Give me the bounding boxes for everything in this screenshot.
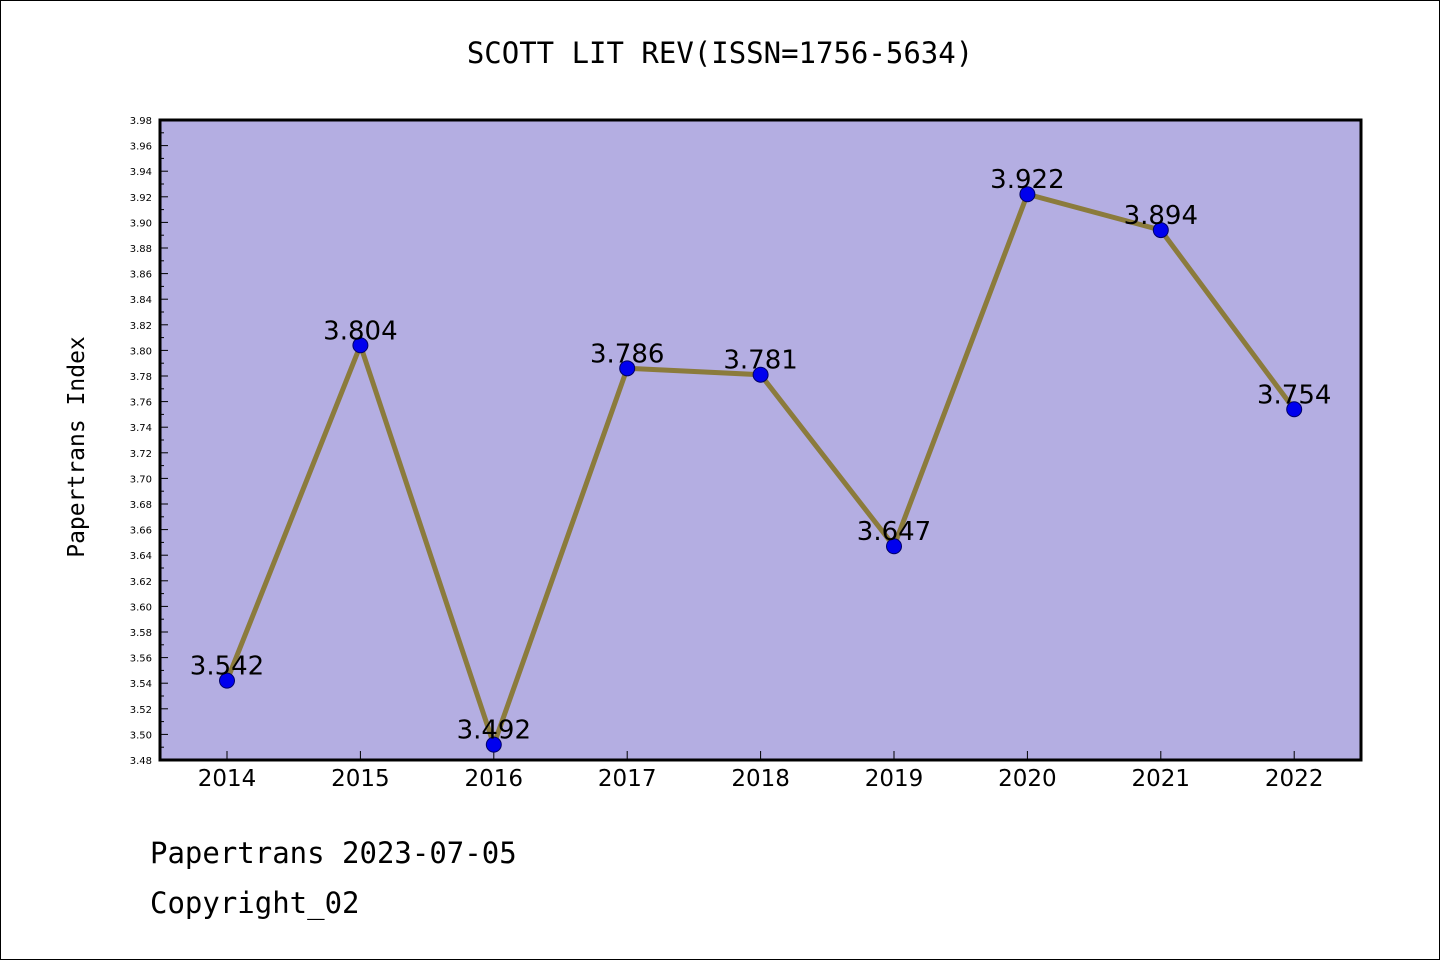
data-point — [752, 366, 769, 383]
y-tick-label: 3.94 — [130, 167, 152, 178]
y-tick-label: 3.48 — [130, 756, 152, 767]
x-tick-label: 2018 — [731, 766, 790, 792]
y-tick-label: 3.54 — [130, 679, 152, 690]
y-tick-label: 3.66 — [130, 526, 152, 537]
data-label: 3.647 — [857, 517, 931, 547]
y-tick-label: 3.68 — [130, 500, 152, 511]
data-point — [352, 337, 369, 354]
data-label: 3.786 — [590, 339, 664, 369]
data-label: 3.754 — [1257, 380, 1331, 410]
y-tick-label: 3.60 — [130, 602, 152, 613]
data-point — [1286, 401, 1303, 418]
x-tick-label: 2019 — [865, 766, 924, 792]
x-tick-label: 2017 — [598, 766, 657, 792]
y-tick-label: 3.62 — [130, 577, 152, 588]
y-axis-label: Papertrans Index — [64, 336, 90, 558]
y-tick-label: 3.88 — [130, 244, 152, 255]
data-label: 3.804 — [323, 316, 397, 346]
data-point — [1019, 186, 1036, 203]
y-tick-label: 3.96 — [130, 142, 152, 153]
y-tick-label: 3.82 — [130, 321, 152, 332]
y-tick-label: 3.74 — [130, 423, 152, 434]
x-tick-label: 2015 — [331, 766, 390, 792]
data-point — [485, 736, 502, 753]
x-tick-label: 2022 — [1265, 766, 1324, 792]
plot-border — [158, 118, 1363, 762]
y-axis: 3.48 3.50 3.52 3.54 3.56 3.58 3.60 3.62 3.64 3.66… — [130, 116, 168, 767]
y-tick-label: 3.64 — [130, 551, 152, 562]
x-tick-label: 2021 — [1132, 766, 1191, 792]
data-label: 3.781 — [723, 346, 797, 376]
y-tick-label: 3.78 — [130, 372, 152, 383]
y-tick-label: 3.80 — [130, 346, 152, 357]
y-tick-label: 3.86 — [130, 270, 152, 281]
y-tick-label: 3.70 — [130, 474, 152, 485]
y-tick-label: 3.56 — [130, 654, 152, 665]
data-point — [886, 538, 902, 555]
chart-title: SCOTT LIT REV(ISSN=1756-5634) — [466, 36, 974, 70]
data-point — [619, 360, 636, 377]
data-points — [219, 186, 1303, 753]
x-tick-label: 2020 — [998, 766, 1057, 792]
y-tick-label: 3.52 — [130, 705, 152, 716]
data-point — [219, 672, 235, 689]
footer-date: Papertrans 2023-07-05 — [150, 836, 517, 870]
data-point — [1152, 222, 1169, 239]
y-tick-label: 3.84 — [130, 295, 152, 306]
data-label: 3.542 — [190, 652, 264, 682]
x-axis: 2014 2015 2016 2017 2018 2019 2020 2021 2022 — [198, 751, 1324, 792]
footer-copyright: Copyright_02 — [150, 886, 360, 920]
x-tick-label: 2016 — [465, 766, 524, 792]
data-label: 3.922 — [990, 165, 1064, 195]
x-tick-label: 2014 — [198, 766, 257, 792]
data-labels: 3.542 3.804 3.492 3.786 3.781 3.647 3.922 3.894… — [190, 165, 1332, 745]
y-tick-label: 3.90 — [130, 218, 152, 229]
data-label: 3.894 — [1124, 201, 1198, 231]
y-tick-label: 3.72 — [130, 449, 152, 460]
y-tick-label: 3.92 — [130, 193, 152, 204]
y-tick-label: 3.58 — [130, 628, 152, 639]
y-tick-label: 3.98 — [130, 116, 152, 127]
y-tick-label: 3.76 — [130, 398, 152, 409]
data-label: 3.492 — [457, 716, 531, 746]
y-tick-label: 3.50 — [130, 730, 152, 741]
